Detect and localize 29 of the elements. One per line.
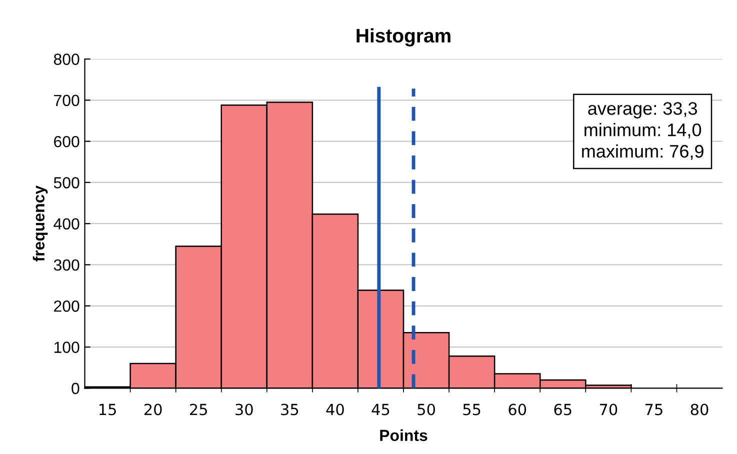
chart-title: Histogram xyxy=(356,28,450,46)
x-tick-label: 60 xyxy=(508,404,526,416)
x-tick-label: 80 xyxy=(690,404,708,416)
x-tick-label: 25 xyxy=(190,404,207,416)
y-tick-label: 600 xyxy=(54,136,80,148)
x-tick-label: 55 xyxy=(463,404,480,416)
y-tick-label: 0 xyxy=(72,382,80,394)
x-tick-label: 75 xyxy=(645,404,662,416)
y-tick-label: 500 xyxy=(54,177,80,188)
x-tick-label: 15 xyxy=(99,404,116,416)
y-tick-label: 700 xyxy=(54,94,80,106)
x-tick-label: 35 xyxy=(281,404,298,416)
x-axis-title: Points xyxy=(380,429,428,442)
annotation: minimum: 14,0 xyxy=(584,123,702,138)
x-tick-label: 40 xyxy=(326,404,344,416)
x-tick-label: 20 xyxy=(144,404,162,416)
y-tick-label: 800 xyxy=(54,54,80,65)
y-tick-label: 200 xyxy=(54,300,80,312)
annotation: average: 33,3 xyxy=(588,102,697,118)
y-tick-label: 100 xyxy=(54,342,80,353)
y-axis-title: frequency xyxy=(32,186,48,262)
x-tick-label: 65 xyxy=(554,404,572,416)
annotation: maximum: 76,9 xyxy=(582,144,704,160)
x-tick-label: 30 xyxy=(236,404,253,416)
x-tick-label: 70 xyxy=(600,404,618,416)
y-tick-label: 400 xyxy=(54,218,80,230)
x-tick-label: 45 xyxy=(372,404,390,416)
x-tick-label: 50 xyxy=(418,404,435,416)
y-tick-label: 300 xyxy=(54,259,80,271)
